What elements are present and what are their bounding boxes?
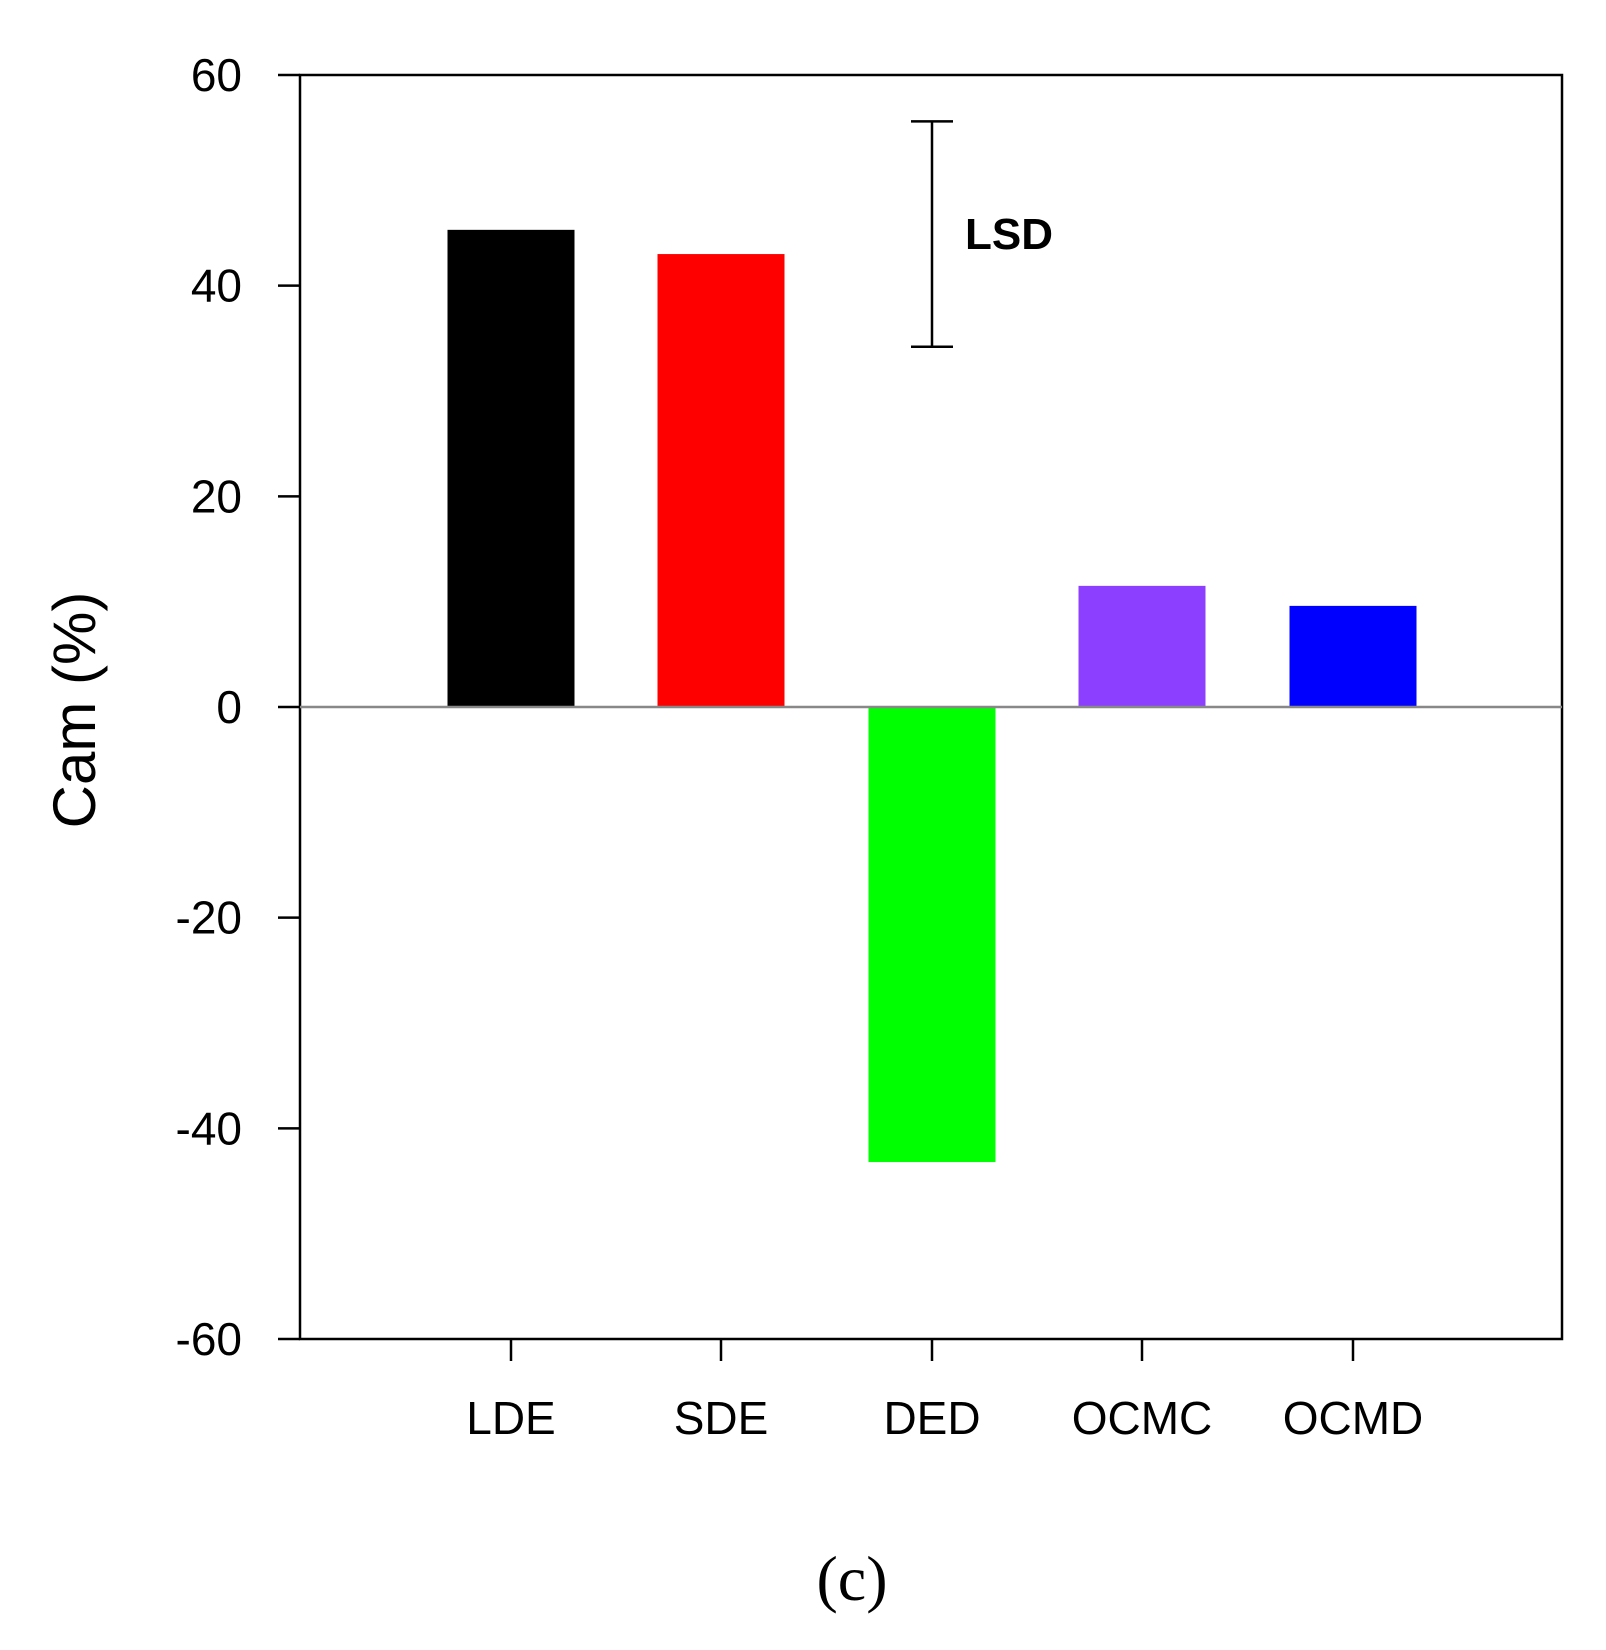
bar-ocmc [1078, 585, 1206, 707]
panel-label: (c) [816, 1543, 887, 1614]
bars-group [447, 229, 1417, 1163]
bar-ded [868, 707, 996, 1163]
lsd-error-bar: LSD [911, 120, 1053, 349]
bar-ocmd [1289, 605, 1417, 707]
x-tick-label: SDE [674, 1392, 769, 1444]
y-tick-label: 60 [191, 49, 242, 101]
y-axis-title: Cam (%) [41, 592, 108, 829]
bar-sde [657, 254, 785, 708]
y-tick-label: -20 [176, 892, 242, 944]
x-tick-label: OCMD [1283, 1392, 1424, 1444]
bar-lde [447, 229, 575, 707]
y-tick-label: -60 [176, 1313, 242, 1365]
lsd-label: LSD [965, 210, 1053, 259]
y-axis: 60 40 20 0 -20 -40 -60 [176, 49, 300, 1365]
y-tick-label: -40 [176, 1102, 242, 1154]
y-tick-label: 20 [191, 470, 242, 522]
x-tick-label: OCMC [1072, 1392, 1213, 1444]
y-tick-label: 0 [216, 681, 242, 733]
x-axis: LDE SDE DED OCMC OCMD [466, 1339, 1423, 1444]
y-tick-label: 40 [191, 260, 242, 312]
x-tick-label: LDE [466, 1392, 555, 1444]
x-tick-label: DED [883, 1392, 980, 1444]
